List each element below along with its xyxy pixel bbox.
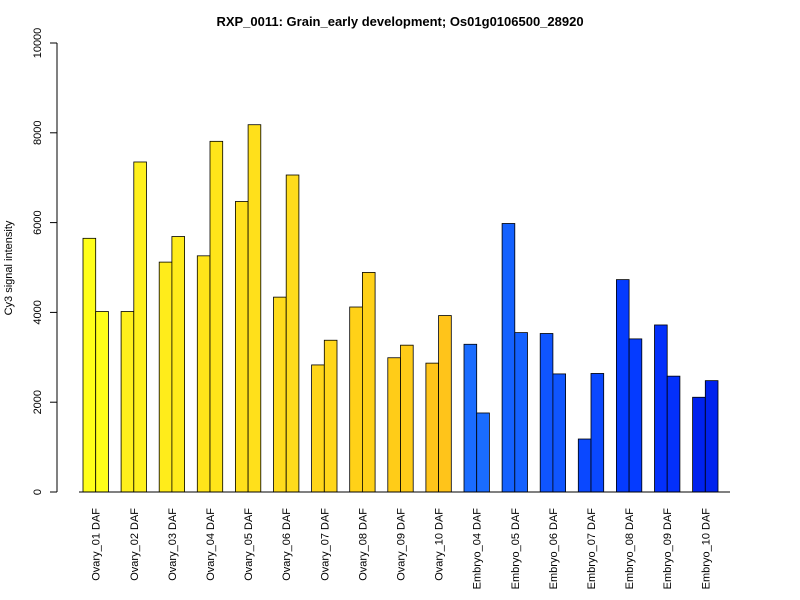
x-tick-label: Ovary_09 DAF <box>396 508 408 581</box>
bar <box>476 412 490 493</box>
bar <box>400 344 414 493</box>
bar <box>120 311 135 493</box>
x-tick-label: Embryo_05 DAF <box>510 508 522 590</box>
bar <box>196 255 211 493</box>
bar <box>501 223 516 493</box>
x-tick-label: Ovary_10 DAF <box>434 508 446 581</box>
x-tick-label: Ovary_03 DAF <box>167 508 179 581</box>
x-tick-label: Embryo_04 DAF <box>472 508 484 590</box>
bar <box>311 364 325 493</box>
x-tick-label: Ovary_07 DAF <box>319 508 331 581</box>
bar <box>133 161 147 493</box>
bar <box>425 362 439 493</box>
x-tick-label: Embryo_10 DAF <box>700 508 712 590</box>
bar <box>349 306 363 493</box>
bar <box>666 375 681 493</box>
y-tick-label: 6000 <box>32 210 44 234</box>
y-tick-label: 0 <box>32 489 44 495</box>
x-tick-labels: Ovary_01 DAF Ovary_02 DAF Ovary_03 DAF Ovar… <box>91 508 713 590</box>
bar <box>234 201 249 493</box>
x-tick-label: Ovary_02 DAF <box>129 508 141 581</box>
y-axis: 0 2000 4000 6000 8000 10000 <box>32 28 58 495</box>
bar <box>590 373 605 493</box>
x-tick-label: Embryo_08 DAF <box>624 508 636 590</box>
bar <box>654 324 668 493</box>
x-tick-label: Embryo_06 DAF <box>548 508 560 590</box>
x-tick-label: Ovary_08 DAF <box>357 508 369 581</box>
bar <box>361 272 376 493</box>
bar <box>82 237 97 493</box>
x-tick-label: Embryo_09 DAF <box>662 508 674 590</box>
bar <box>704 380 719 493</box>
bar <box>438 315 452 493</box>
y-tick-label: 2000 <box>32 390 44 414</box>
bar <box>171 236 185 493</box>
bar <box>247 124 262 493</box>
y-tick-label: 10000 <box>32 28 44 59</box>
bar <box>95 311 109 493</box>
bar <box>616 279 630 493</box>
y-axis-label: Cy3 signal intensity <box>3 220 15 315</box>
bars-group <box>82 124 719 493</box>
bar <box>628 338 643 493</box>
bar <box>463 343 478 493</box>
bar <box>158 261 173 493</box>
bar <box>552 373 567 493</box>
chart-title: RXP_0011: Grain_early development; Os01g… <box>216 14 583 29</box>
y-tick-label: 8000 <box>32 121 44 145</box>
bar <box>209 140 224 493</box>
bar <box>577 438 592 493</box>
bar <box>273 296 287 493</box>
y-tick-label: 4000 <box>32 300 44 324</box>
bar <box>539 333 554 493</box>
x-tick-label: Ovary_05 DAF <box>243 508 255 581</box>
bar <box>285 174 300 493</box>
bar <box>692 396 706 493</box>
x-tick-label: Ovary_01 DAF <box>91 508 103 581</box>
bar <box>323 339 338 493</box>
x-tick-label: Embryo_07 DAF <box>586 508 598 590</box>
x-tick-label: Ovary_06 DAF <box>281 508 293 581</box>
x-tick-label: Ovary_04 DAF <box>205 508 217 581</box>
bar <box>387 357 401 493</box>
bar <box>514 332 528 493</box>
